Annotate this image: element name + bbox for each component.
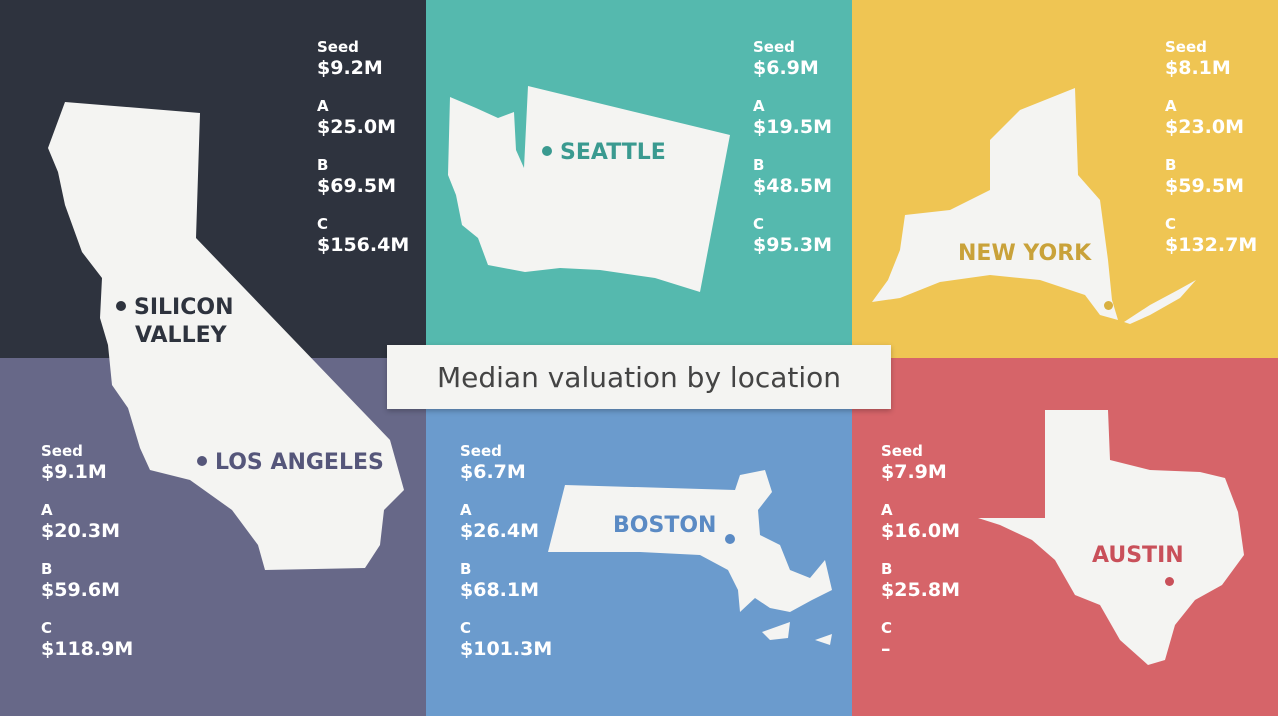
city-dot (542, 146, 552, 156)
value-seed: $7.9M (881, 461, 947, 483)
city-label-los-angeles: LOS ANGELES (197, 449, 384, 477)
value-b: $48.5M (753, 175, 833, 197)
values-austin: Seed $7.9M A $16.0M B $25.8M C – (881, 442, 1001, 678)
value-a: $25.0M (317, 116, 397, 138)
chart-title: Median valuation by location (436, 360, 842, 394)
round-label-seed: Seed (881, 442, 923, 460)
texas-map-icon (978, 410, 1244, 665)
city-dot (116, 301, 126, 311)
city-dot (197, 456, 207, 466)
value-c: $95.3M (753, 234, 833, 256)
value-c: – (881, 638, 891, 660)
chart-title-box: Median valuation by location (387, 345, 891, 409)
value-a: $16.0M (881, 520, 961, 542)
city-name-line1: SILICON (134, 295, 234, 320)
round-label-c: C (317, 215, 329, 233)
city-name: AUSTIN (1092, 543, 1184, 568)
round-label-b: B (317, 156, 329, 174)
round-label-c: C (753, 215, 765, 233)
city-name: NEW YORK (958, 241, 1092, 266)
value-c: $156.4M (317, 234, 410, 256)
round-label-a: A (41, 501, 53, 519)
value-a: $26.4M (460, 520, 540, 542)
value-b: $59.5M (1165, 175, 1245, 197)
city-dot-austin (1165, 577, 1174, 586)
value-b: $59.6M (41, 579, 121, 601)
values-boston: Seed $6.7M A $26.4M B $68.1M C $101.3M (460, 442, 580, 678)
round-label-seed: Seed (460, 442, 502, 460)
values-seattle: Seed $6.9M A $19.5M B $48.5M C $95.3M (753, 38, 873, 274)
round-label-seed: Seed (317, 38, 359, 56)
massachusetts-map-icon (548, 470, 832, 612)
value-seed: $6.7M (460, 461, 526, 483)
washington-map-icon (448, 86, 730, 292)
city-dot-new-york (1104, 301, 1113, 310)
city-label-new-york: NEW YORK (958, 240, 1091, 268)
round-label-seed: Seed (41, 442, 83, 460)
value-a: $20.3M (41, 520, 121, 542)
value-c: $118.9M (41, 638, 134, 660)
round-label-a: A (460, 501, 472, 519)
round-label-b: B (1165, 156, 1177, 174)
city-label-seattle: SEATTLE (542, 139, 666, 167)
new-york-map-icon (872, 88, 1118, 320)
value-a: $23.0M (1165, 116, 1245, 138)
round-label-c: C (41, 619, 53, 637)
value-b: $69.5M (317, 175, 397, 197)
values-new-york: Seed $8.1M A $23.0M B $59.5M C $132.7M (1165, 38, 1278, 274)
value-seed: $8.1M (1165, 57, 1231, 79)
long-island-icon (1124, 280, 1196, 324)
round-label-a: A (317, 97, 329, 115)
round-label-a: A (881, 501, 893, 519)
round-label-c: C (1165, 215, 1177, 233)
value-seed: $9.2M (317, 57, 383, 79)
nantucket-icon (815, 634, 832, 645)
city-name: SEATTLE (560, 140, 666, 165)
round-label-b: B (41, 560, 53, 578)
city-name: BOSTON (613, 513, 717, 538)
city-label-austin: AUSTIN (1092, 542, 1184, 570)
value-c: $101.3M (460, 638, 553, 660)
california-map-icon (48, 102, 404, 570)
round-label-b: B (753, 156, 765, 174)
values-silicon-valley: Seed $9.2M A $25.0M B $69.5M C $156.4M (317, 38, 437, 274)
marthas-vineyard-icon (762, 622, 790, 640)
value-b: $68.1M (460, 579, 540, 601)
round-label-c: C (881, 619, 893, 637)
value-b: $25.8M (881, 579, 961, 601)
round-label-a: A (753, 97, 765, 115)
city-dot-boston (725, 534, 735, 544)
round-label-seed: Seed (1165, 38, 1207, 56)
value-c: $132.7M (1165, 234, 1258, 256)
round-label-b: B (460, 560, 472, 578)
city-label-silicon-valley: SILICON VALLEY (116, 294, 234, 350)
city-label-boston: BOSTON (613, 512, 716, 540)
value-seed: $6.9M (753, 57, 819, 79)
city-name: LOS ANGELES (215, 450, 384, 475)
value-a: $19.5M (753, 116, 833, 138)
round-label-seed: Seed (753, 38, 795, 56)
round-label-b: B (881, 560, 893, 578)
value-seed: $9.1M (41, 461, 107, 483)
round-label-c: C (460, 619, 472, 637)
values-los-angeles: Seed $9.1M A $20.3M B $59.6M C $118.9M (41, 442, 161, 678)
city-name-line2: VALLEY (135, 323, 227, 348)
round-label-a: A (1165, 97, 1177, 115)
